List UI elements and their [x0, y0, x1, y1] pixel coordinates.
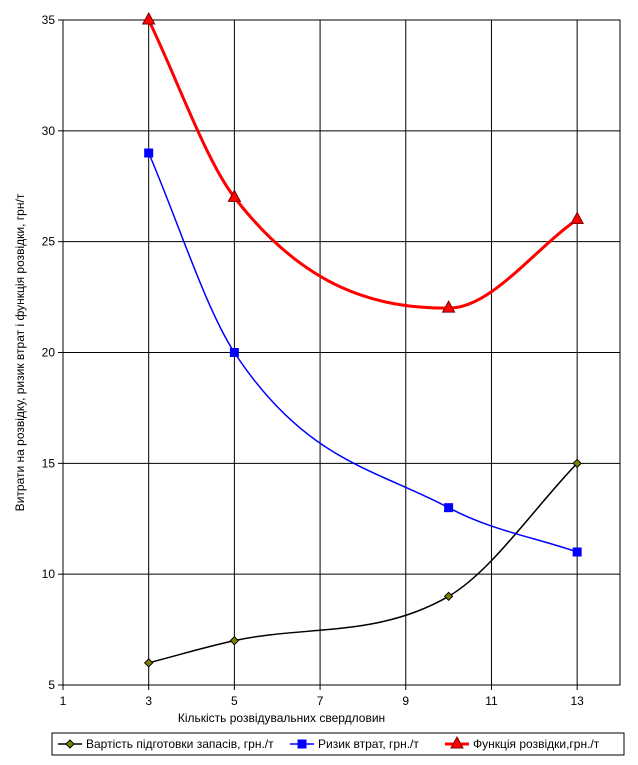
x-tick-label: 13	[570, 694, 584, 708]
data-point	[444, 503, 454, 513]
x-tick-label: 9	[402, 694, 409, 708]
data-point	[570, 211, 584, 224]
x-axis-title: Кількість розвідувальних свердловин	[178, 711, 385, 725]
data-point	[141, 11, 156, 25]
legend-entry: Функція розвідки,грн./т	[445, 735, 600, 751]
data-point	[227, 189, 242, 202]
data-point	[229, 348, 239, 357]
series-2	[144, 148, 582, 557]
data-point	[143, 658, 154, 668]
y-axis: 5 10 15 20 25 30 35	[42, 13, 63, 692]
legend-label: Вартість підготовки запасів, грн./т	[86, 737, 274, 751]
x-tick-label: 5	[231, 694, 238, 708]
y-tick-label: 15	[42, 456, 56, 470]
series-line	[148, 462, 578, 664]
series-line	[148, 152, 578, 553]
y-tick-label: 30	[42, 124, 56, 138]
series-3	[141, 11, 584, 313]
y-tick-label: 25	[42, 235, 56, 249]
data-point	[229, 635, 240, 646]
x-tick-label: 11	[485, 694, 498, 708]
series-1	[143, 458, 582, 668]
x-tick-label: 1	[60, 694, 67, 708]
x-axis: 1 3 5 7 9 11 13	[60, 685, 584, 708]
legend: Вартість підготовки запасів, грн./т Ризик…	[51, 732, 625, 756]
y-axis-title: Витрати на розвідку, ризик втрат і функц…	[13, 193, 27, 511]
data-point	[144, 148, 154, 158]
y-tick-label: 5	[48, 678, 55, 692]
y-tick-label: 35	[42, 13, 56, 27]
data-point	[572, 547, 582, 557]
data-point	[572, 458, 582, 469]
legend-marker	[450, 735, 464, 749]
legend-entry: Ризик втрат, грн./т	[290, 737, 419, 751]
legend-entry: Вартість підготовки запасів, грн./т	[58, 737, 274, 751]
legend-label: Функція розвідки,грн./т	[473, 737, 600, 751]
series-layer	[141, 11, 584, 668]
y-tick-label: 20	[42, 346, 56, 360]
data-point	[441, 300, 456, 313]
x-tick-label: 3	[145, 694, 152, 708]
y-tick-label: 10	[42, 567, 56, 581]
data-point	[443, 591, 454, 602]
series-line	[147, 19, 579, 310]
legend-box	[51, 732, 625, 756]
legend-marker	[297, 739, 307, 749]
legend-label: Ризик втрат, грн./т	[318, 737, 419, 751]
grid	[63, 19, 620, 685]
x-tick-label: 7	[317, 694, 324, 708]
legend-marker	[65, 739, 75, 749]
